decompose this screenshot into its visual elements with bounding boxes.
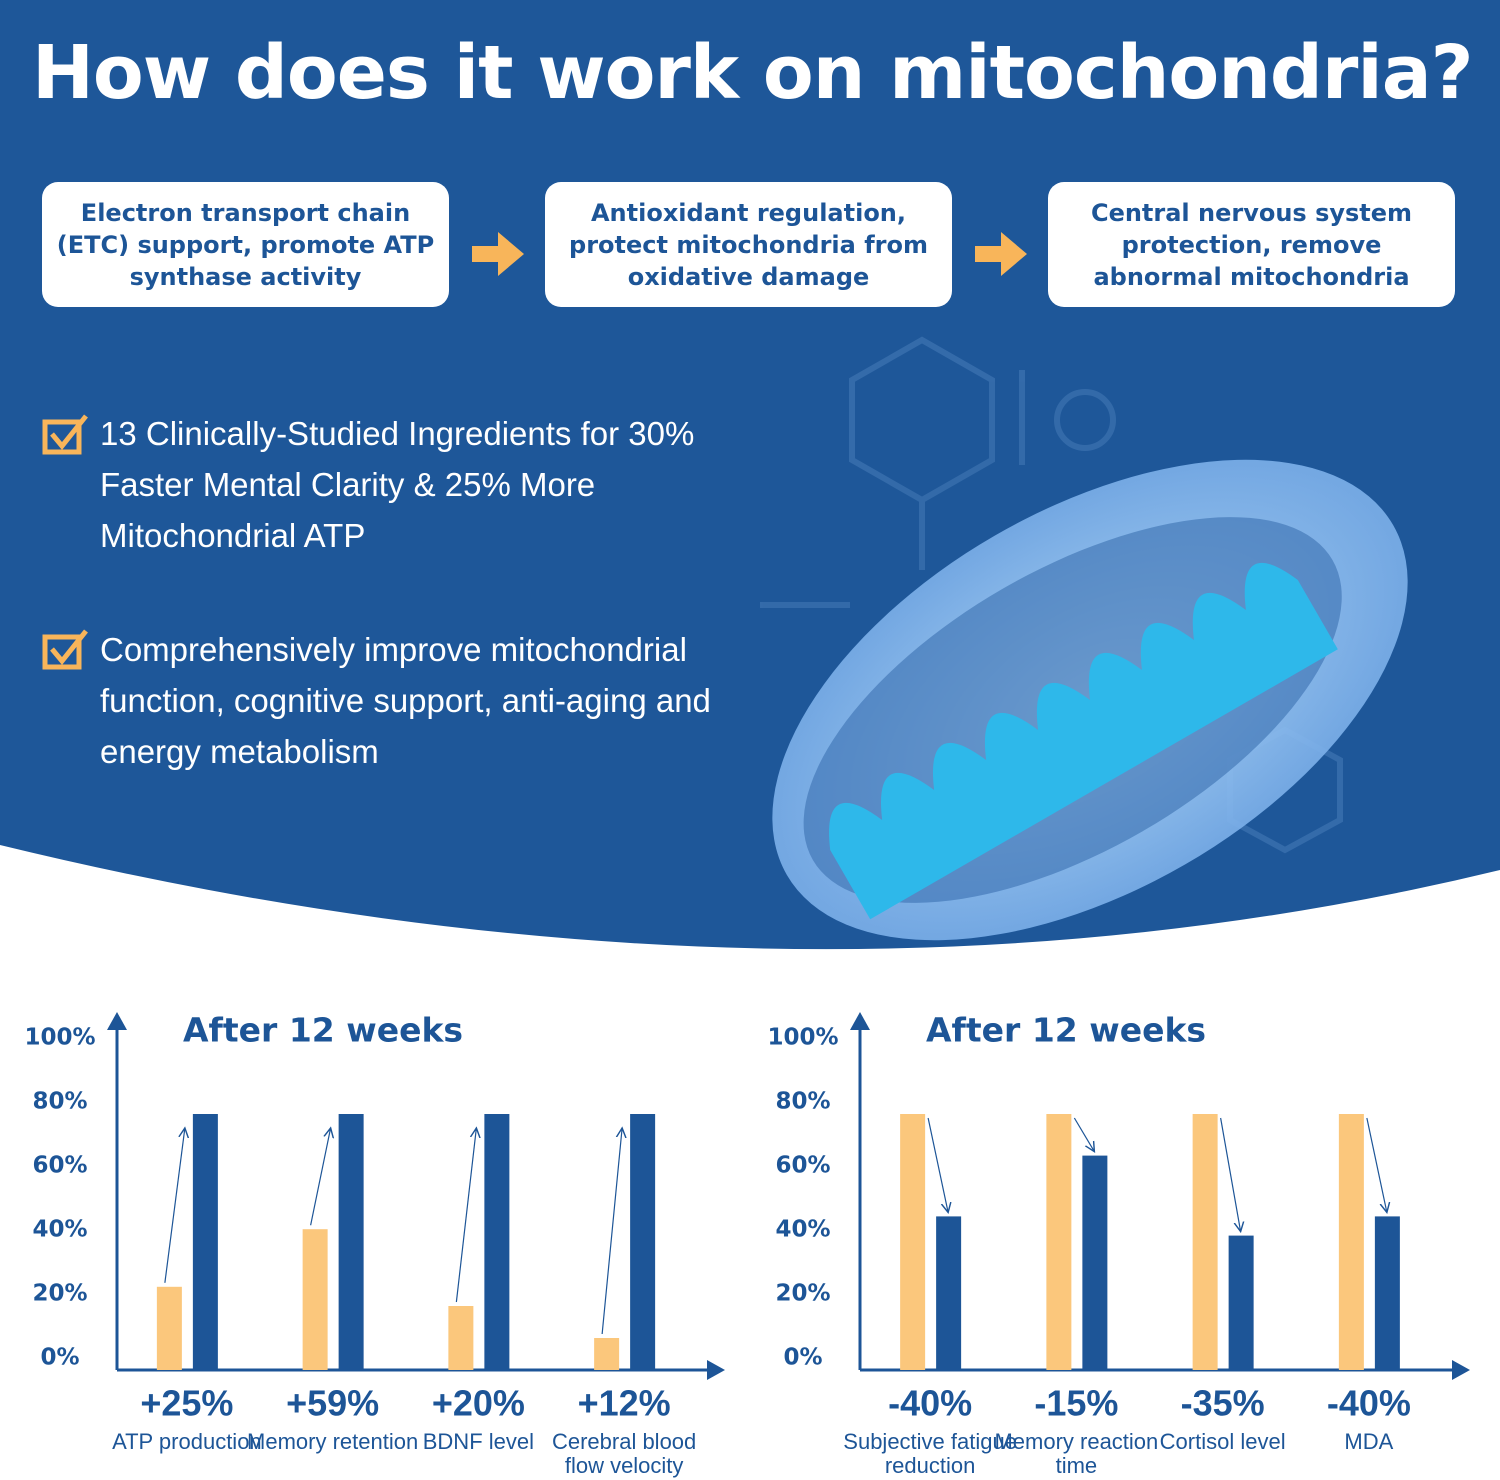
bar [1046,1114,1072,1370]
y-tick-label: 80% [32,1089,87,1115]
bar [338,1114,364,1370]
x-tick-label: BDNF level [422,1429,534,1454]
bullet-text: 13 Clinically-Studied Ingredients for 30… [100,415,695,554]
x-tick-label: Memory retention [247,1429,419,1454]
change-label: +25% [140,1383,233,1424]
y-axis-arrow [850,1012,870,1030]
bar [594,1338,620,1370]
trend-arrow [1366,1117,1387,1212]
bar [1228,1235,1254,1370]
bar [302,1229,328,1370]
bar [1338,1114,1364,1370]
step-box: Antioxidant regulation, protect mitochon… [545,182,952,307]
step-box: Central nervous system protection, remov… [1048,182,1455,307]
x-tick-label: Memory reaction time [994,1429,1159,1478]
bar [1082,1155,1108,1370]
trend-arrow [164,1128,185,1283]
y-tick-label: 20% [32,1281,87,1307]
change-label: +12% [578,1383,671,1424]
y-tick-label: 40% [775,1217,830,1243]
y-tick-label: 60% [775,1153,830,1179]
y-tick-label: 60% [32,1153,87,1179]
y-tick-label: 40% [32,1217,87,1243]
y-tick-label: 80% [775,1089,830,1115]
x-tick-label: ATP production [112,1429,262,1454]
y-tick-label: 100% [767,1025,838,1051]
x-tick-label: Cortisol level [1159,1429,1286,1454]
x-axis-arrow [707,1360,725,1380]
change-label: -40% [1327,1383,1411,1424]
bar [484,1114,510,1370]
bar [936,1216,962,1370]
bullet-text: Comprehensively improve mitochondrial fu… [100,631,711,770]
bar [192,1114,218,1370]
y-axis-arrow [107,1012,127,1030]
x-tick-label: Cerebral blood flow velocity [551,1429,697,1478]
y-tick-label: 0% [40,1345,79,1371]
trend-arrow [1073,1117,1094,1152]
step-box: Electron transport chain (ETC) support, … [42,182,449,307]
bar [1192,1114,1218,1370]
y-tick-label: 100% [24,1025,95,1051]
trend-arrow [455,1128,476,1303]
x-axis-arrow [1452,1360,1470,1380]
x-tick-label: Subjective fatigue reduction [843,1429,1017,1478]
x-tick-label: MDA [1344,1429,1394,1454]
bar [1374,1216,1400,1370]
trend-arrow [310,1128,331,1226]
chart-title: After 12 weeks [926,1011,1206,1050]
trend-arrow [601,1128,622,1335]
bar [630,1114,656,1370]
y-tick-label: 20% [775,1281,830,1307]
bar [156,1286,182,1370]
change-label: +59% [286,1383,379,1424]
change-label: +20% [432,1383,525,1424]
change-label: -15% [1034,1383,1118,1424]
change-label: -40% [888,1383,972,1424]
bar [900,1114,926,1370]
trend-arrow [1220,1117,1241,1232]
y-tick-label: 0% [783,1345,822,1371]
bar [448,1306,474,1370]
chart-title: After 12 weeks [183,1011,463,1050]
page-title: How does it work on mitochondria? [32,30,1474,116]
change-label: -35% [1181,1383,1265,1424]
trend-arrow [927,1117,948,1212]
